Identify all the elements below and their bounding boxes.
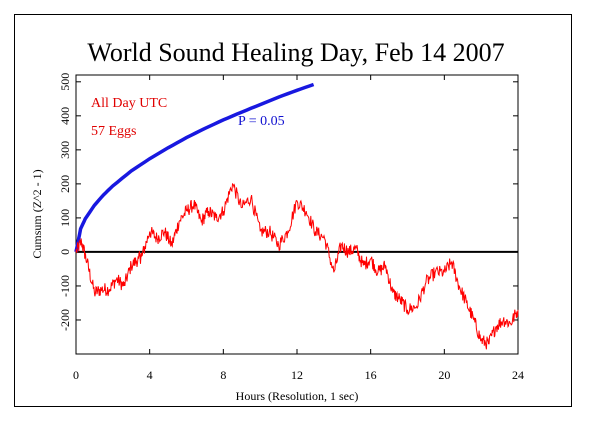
y-tick-label: 100	[58, 209, 72, 227]
annotation-p-value: P = 0.05	[238, 114, 285, 129]
chart-frame	[14, 14, 572, 407]
chart-title: World Sound Healing Day, Feb 14 2007	[87, 38, 504, 67]
y-tick-label: 300	[58, 141, 72, 159]
annotation-eggs: 57 Eggs	[91, 124, 137, 139]
plot-area	[75, 74, 519, 355]
x-axis-label: Hours (Resolution, 1 sec)	[236, 389, 359, 403]
y-tick-label: 0	[58, 249, 72, 255]
x-tick-label: 24	[512, 368, 524, 382]
axis-ticks	[75, 75, 519, 354]
axis-tick-labels: 0 4 8 12 16 20 24 -200 -100 0 100 200 300 400 500	[58, 73, 524, 382]
y-tick-label: 200	[58, 175, 72, 193]
annotation-period: All Day UTC	[91, 96, 167, 111]
x-tick-label: 20	[438, 368, 450, 382]
cumsum-series	[75, 182, 519, 350]
x-tick-label: 8	[220, 368, 226, 382]
y-tick-label: 500	[58, 73, 72, 91]
x-tick-label: 4	[147, 368, 153, 382]
y-tick-label: -100	[58, 275, 72, 297]
y-tick-label: 400	[58, 107, 72, 125]
x-tick-label: 0	[73, 368, 79, 382]
y-tick-label: -200	[58, 309, 72, 331]
p-curve-series	[74, 82, 315, 253]
y-axis-label: Cumsum (Z^2 - 1)	[30, 169, 44, 258]
x-tick-label: 12	[291, 368, 303, 382]
x-tick-label: 16	[365, 368, 377, 382]
